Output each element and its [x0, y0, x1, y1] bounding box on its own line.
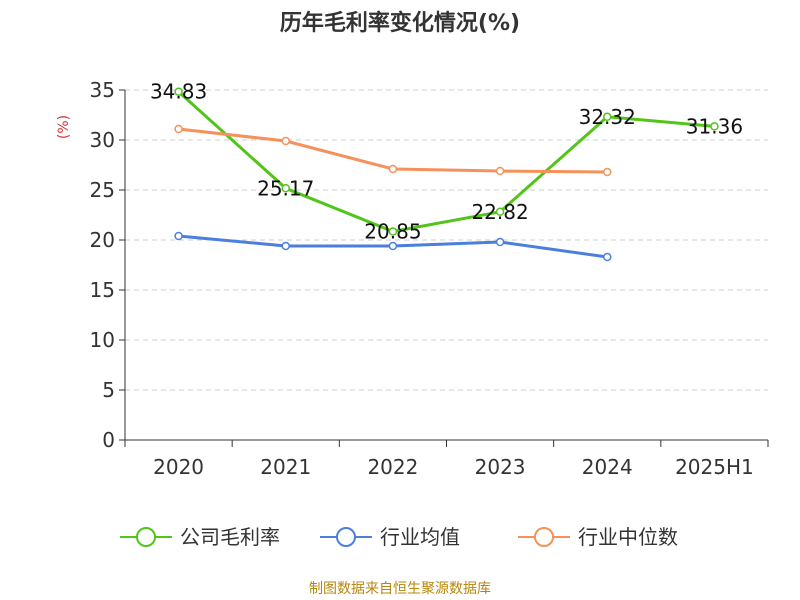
data-point[interactable] [281, 136, 290, 146]
data-label: 34.83 [150, 80, 207, 104]
data-label: 32.32 [579, 105, 636, 129]
legend-item-1[interactable]: 行业均值 [320, 525, 460, 549]
y-tick-label: 20 [90, 228, 115, 252]
source-note: 制图数据来自恒生聚源数据库 [309, 581, 491, 597]
legend-marker [136, 527, 156, 547]
legend-item-2[interactable]: 行业中位数 [518, 525, 678, 549]
legend-marker [534, 527, 554, 547]
data-point[interactable] [495, 207, 505, 217]
series-line-0 [177, 90, 715, 233]
data-label: 25.17 [257, 176, 314, 200]
legend-marker [336, 527, 356, 547]
y-tick-label: 25 [90, 178, 115, 202]
legend-item-0[interactable]: 公司毛利率 [120, 525, 280, 549]
y-tick-label: 15 [90, 278, 115, 302]
legend-label: 公司毛利率 [180, 525, 280, 549]
chart-title: 历年毛利率变化情况(%) [280, 10, 520, 36]
data-point[interactable] [603, 112, 612, 122]
data-labels: 34.83 25.17 20.85 22.82 32.32 31.36 [150, 80, 743, 244]
x-tick-label: 2020 [153, 455, 204, 479]
data-point[interactable] [174, 231, 183, 241]
y-tick-label: 30 [90, 128, 115, 152]
data-point[interactable] [495, 166, 505, 176]
y-tick-label: 5 [102, 378, 115, 402]
data-label: 31.36 [686, 114, 743, 138]
legend[interactable]: 公司毛利率 行业均值 行业中位数 [120, 525, 678, 549]
axes: 0 5 10 15 20 25 30 35 2020 2021 2022 2023 2024 2025H1 [90, 78, 769, 479]
data-point[interactable] [603, 167, 612, 177]
grid-lines [125, 89, 768, 391]
y-tick-label: 35 [90, 78, 115, 102]
data-point[interactable] [174, 124, 183, 134]
data-point[interactable] [388, 164, 398, 174]
data-point[interactable] [388, 241, 398, 251]
y-tick-label: 10 [90, 328, 115, 352]
data-label: 22.82 [471, 200, 528, 224]
x-tick-label: 2022 [367, 455, 418, 479]
data-point[interactable] [495, 237, 505, 247]
data-point[interactable] [174, 87, 183, 96]
legend-label: 行业均值 [380, 525, 460, 549]
y-axis-label: (%) [56, 115, 72, 139]
series-layer [174, 87, 719, 262]
data-label: 20.85 [364, 220, 421, 244]
y-tick-label: 0 [102, 428, 115, 452]
data-point[interactable] [388, 227, 398, 236]
x-tick-label: 2021 [260, 455, 311, 479]
legend-label: 行业中位数 [578, 525, 678, 549]
data-point[interactable] [281, 241, 290, 251]
data-point[interactable] [281, 184, 290, 193]
x-tick-label: 2025H1 [675, 455, 754, 479]
data-point[interactable] [603, 252, 612, 262]
x-tick-label: 2023 [475, 455, 526, 479]
x-tick-label: 2024 [582, 455, 633, 479]
data-point[interactable] [710, 122, 719, 131]
